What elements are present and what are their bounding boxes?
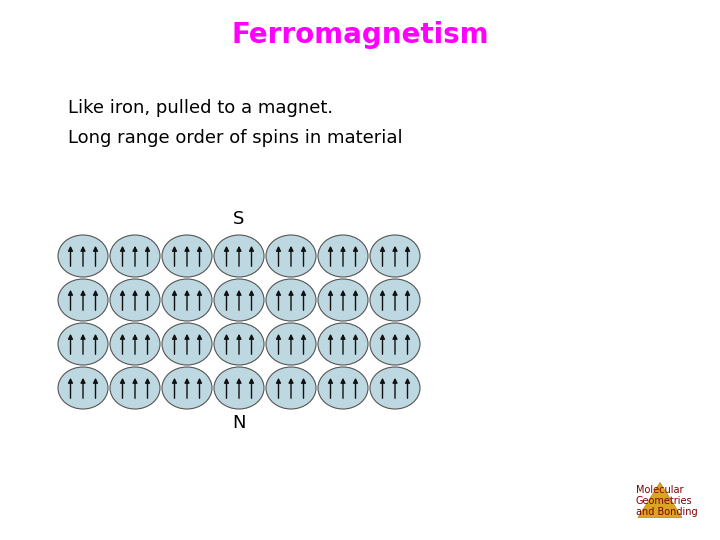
Text: N: N <box>233 414 246 432</box>
Text: Like iron, pulled to a magnet.: Like iron, pulled to a magnet. <box>68 99 333 117</box>
Ellipse shape <box>58 367 108 409</box>
Ellipse shape <box>110 323 160 365</box>
Polygon shape <box>638 482 682 518</box>
Ellipse shape <box>318 279 368 321</box>
Ellipse shape <box>214 367 264 409</box>
Ellipse shape <box>58 323 108 365</box>
Text: S: S <box>233 210 245 228</box>
Ellipse shape <box>162 323 212 365</box>
Ellipse shape <box>370 367 420 409</box>
Text: Ferromagnetism: Ferromagnetism <box>231 21 489 49</box>
Ellipse shape <box>266 279 316 321</box>
Text: Geometries: Geometries <box>636 496 693 506</box>
Ellipse shape <box>318 323 368 365</box>
Ellipse shape <box>58 235 108 277</box>
Ellipse shape <box>110 279 160 321</box>
Ellipse shape <box>58 279 108 321</box>
Ellipse shape <box>162 367 212 409</box>
Ellipse shape <box>266 323 316 365</box>
Ellipse shape <box>110 367 160 409</box>
Ellipse shape <box>214 235 264 277</box>
Ellipse shape <box>370 235 420 277</box>
Ellipse shape <box>214 323 264 365</box>
Ellipse shape <box>162 235 212 277</box>
Ellipse shape <box>214 279 264 321</box>
Text: and Bonding: and Bonding <box>636 507 698 517</box>
Ellipse shape <box>266 367 316 409</box>
Ellipse shape <box>110 235 160 277</box>
Ellipse shape <box>266 235 316 277</box>
Ellipse shape <box>162 279 212 321</box>
Text: Molecular: Molecular <box>636 485 683 495</box>
Ellipse shape <box>318 367 368 409</box>
Ellipse shape <box>370 279 420 321</box>
Text: Long range order of spins in material: Long range order of spins in material <box>68 129 402 147</box>
Ellipse shape <box>370 323 420 365</box>
Ellipse shape <box>318 235 368 277</box>
